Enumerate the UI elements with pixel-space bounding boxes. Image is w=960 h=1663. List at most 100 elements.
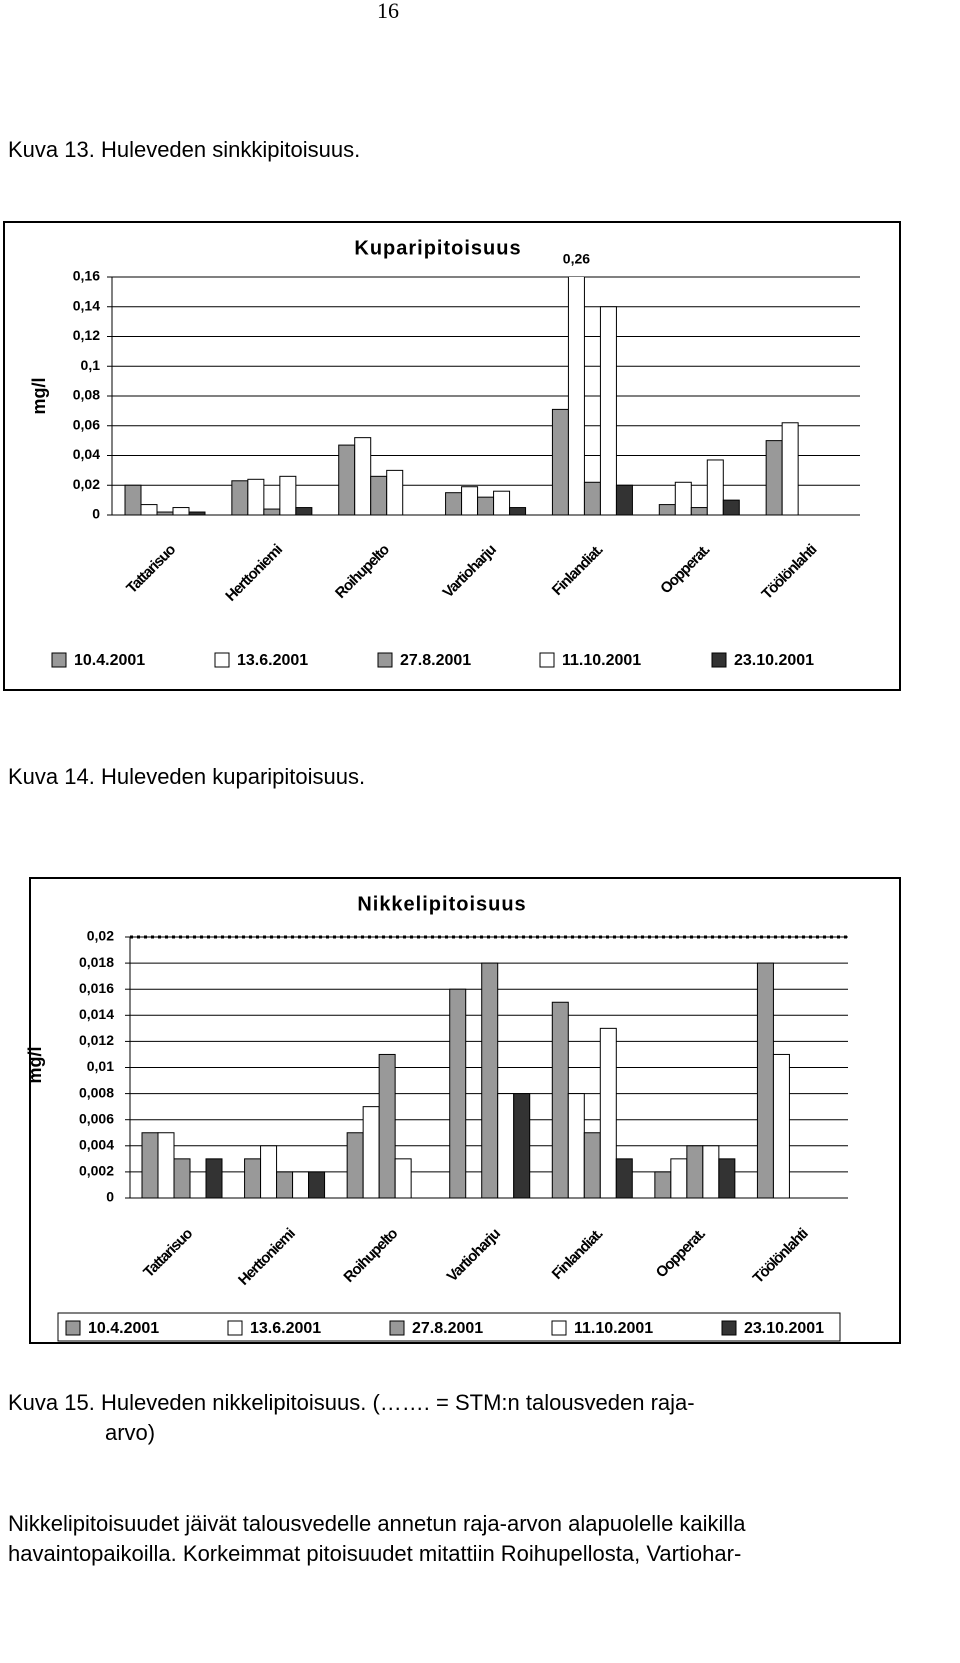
bar xyxy=(583,1132,601,1199)
bar xyxy=(481,962,499,1199)
legend-swatch xyxy=(51,652,67,668)
bar xyxy=(338,444,356,516)
bar xyxy=(551,408,569,516)
bar xyxy=(670,1158,688,1199)
bar xyxy=(690,507,708,516)
bar xyxy=(772,1053,790,1199)
bars xyxy=(141,962,790,1199)
x-tick-label: Vartioharju xyxy=(440,541,500,601)
y-tick-label: 0,01 xyxy=(87,1058,114,1074)
legend-frame xyxy=(57,1312,841,1342)
legend-label: 10.4.2001 xyxy=(74,652,145,669)
y-tick-label: 0,002 xyxy=(79,1163,114,1179)
bar xyxy=(308,1171,326,1199)
legend-swatch xyxy=(551,1320,567,1336)
chart-frame xyxy=(3,221,901,691)
y-tick-label: 0,02 xyxy=(73,476,100,492)
bar xyxy=(718,1158,736,1199)
legend-label: 23.10.2001 xyxy=(734,652,814,669)
x-tick-label: Finlandiat. xyxy=(549,1225,607,1283)
bar xyxy=(231,480,249,516)
bar xyxy=(263,508,281,516)
y-tick-label: 0,06 xyxy=(73,416,100,432)
bar xyxy=(244,1158,262,1199)
bar xyxy=(362,1106,380,1199)
bar xyxy=(346,1132,364,1199)
bar xyxy=(449,988,467,1199)
bar xyxy=(702,1145,720,1199)
bar xyxy=(279,475,297,516)
bar xyxy=(124,484,142,516)
bar xyxy=(583,481,601,516)
bar xyxy=(205,1158,223,1199)
bar xyxy=(260,1145,278,1199)
bar xyxy=(781,422,799,516)
bar xyxy=(599,1027,617,1199)
bar xyxy=(654,1171,672,1199)
caption: Kuva 14. Huleveden kuparipitoisuus. xyxy=(8,764,365,789)
y-tick-label: 0,14 xyxy=(73,297,100,313)
x-tick-label: Töölönlahti xyxy=(758,541,820,603)
y-tick-label: 0,04 xyxy=(73,446,100,462)
x-tick-label: Roihupelto xyxy=(332,541,393,602)
bar xyxy=(445,492,463,516)
legend-swatch xyxy=(377,652,393,668)
legend-swatch xyxy=(214,652,230,668)
bar xyxy=(292,1171,310,1199)
caption: Kuva 13. Huleveden sinkkipitoisuus. xyxy=(8,137,360,162)
legend-swatch xyxy=(721,1320,737,1336)
y-tick-label: 0,1 xyxy=(81,357,101,373)
bar xyxy=(765,440,783,516)
y-tick-label: 0,018 xyxy=(79,954,114,970)
bar xyxy=(461,486,479,516)
bar xyxy=(378,1053,396,1199)
x-tick-label: Oopperat. xyxy=(657,541,713,597)
bar xyxy=(141,1132,159,1199)
bar xyxy=(140,504,158,516)
bar xyxy=(295,507,313,516)
x-tick-label: Oopperat. xyxy=(653,1225,709,1281)
chart-frame xyxy=(29,877,901,1344)
bar xyxy=(477,496,495,516)
bar xyxy=(172,507,190,516)
y-tick-label: 0,12 xyxy=(73,327,100,343)
x-tick-label: Tattarisuo xyxy=(140,1225,196,1281)
bar xyxy=(394,1158,412,1199)
page-number: 16 xyxy=(377,0,399,23)
x-tick-label: Töölönlahti xyxy=(750,1225,812,1287)
y-tick-label: 0,004 xyxy=(79,1137,114,1153)
data-label: 0,26 xyxy=(563,251,590,267)
y-tick-label: 0 xyxy=(106,1189,114,1205)
y-tick-label: 0,006 xyxy=(79,1110,114,1126)
y-axis-label: mg/l xyxy=(29,377,49,414)
y-tick-label: 0,08 xyxy=(73,387,100,403)
caption: arvo) xyxy=(105,1420,155,1445)
chart-title: Kuparipitoisuus xyxy=(354,237,521,259)
y-tick-label: 0,008 xyxy=(79,1084,114,1100)
legend-label: 23.10.2001 xyxy=(744,1320,824,1337)
legend-swatch xyxy=(539,652,555,668)
legend-swatch xyxy=(711,652,727,668)
bar xyxy=(173,1158,191,1199)
bar xyxy=(567,1093,585,1199)
bar xyxy=(551,1001,569,1199)
x-tick-label: Tattarisuo xyxy=(123,541,179,597)
legend-label: 11.10.2001 xyxy=(574,1320,653,1337)
legend-swatch xyxy=(389,1320,405,1336)
x-tick-label: Roihupelto xyxy=(340,1225,401,1286)
y-tick-label: 0 xyxy=(92,506,100,522)
bar xyxy=(615,1158,633,1199)
bar xyxy=(706,459,724,516)
x-tick-label: Herttoniemi xyxy=(235,1225,299,1289)
bar xyxy=(722,499,740,516)
y-tick-label: 0,016 xyxy=(79,980,114,996)
bar xyxy=(658,504,676,516)
bar xyxy=(386,469,404,516)
x-tick-label: Vartioharju xyxy=(444,1225,504,1285)
x-tick-label: Herttoniemi xyxy=(222,541,286,605)
bar xyxy=(599,306,617,516)
bar xyxy=(509,507,527,516)
bar xyxy=(567,277,585,516)
bar xyxy=(756,962,774,1199)
y-tick-label: 0,16 xyxy=(73,268,100,284)
